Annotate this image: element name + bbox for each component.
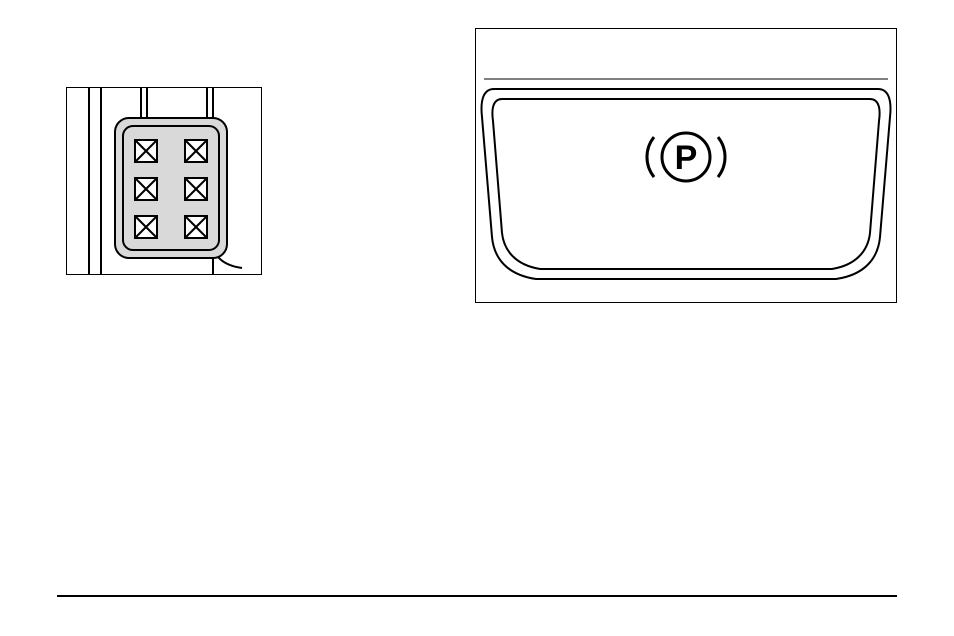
horizontal-rule <box>57 595 897 597</box>
pedal-svg <box>67 88 261 274</box>
figure-cluster: P <box>475 28 897 303</box>
cluster-svg: P <box>476 29 896 302</box>
figure-pedal <box>66 87 262 275</box>
parking-brake-letter: P <box>675 139 698 177</box>
page: P <box>0 0 954 636</box>
